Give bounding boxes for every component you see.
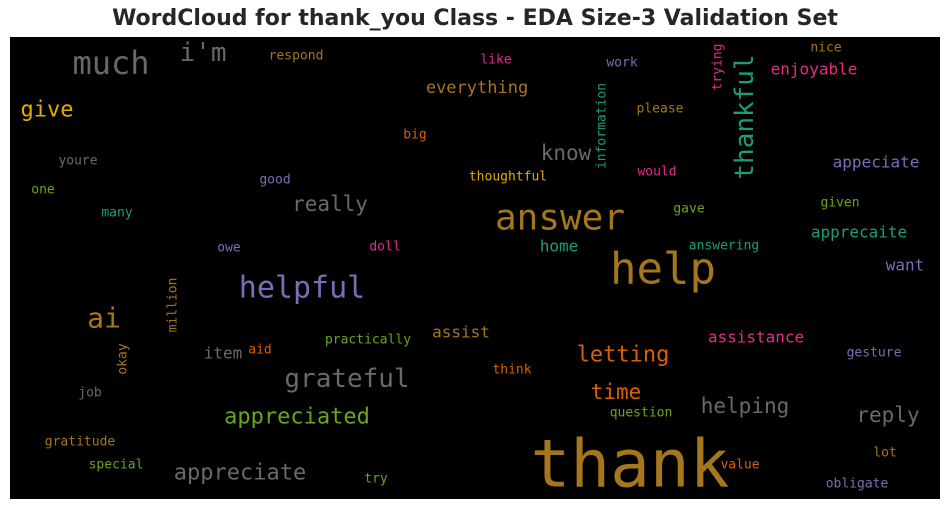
wordcloud: thank help answer much i'm thankful helpful gra… — [21, 38, 925, 500]
wordcloud-word-gave: gave — [673, 202, 704, 217]
wordcloud-word-good: good — [259, 173, 290, 188]
wordcloud-word-respond: respond — [269, 49, 324, 64]
wordcloud-word-give: give — [21, 98, 74, 123]
wordcloud-word-youre: youre — [58, 154, 97, 169]
wordcloud-word-special: special — [89, 458, 144, 473]
wordcloud-word-big: big — [403, 128, 426, 143]
wordcloud-word-letting: letting — [577, 343, 670, 368]
wordcloud-word-thoughtful: thoughtful — [469, 170, 547, 185]
wordcloud-word-question: question — [610, 406, 673, 421]
chart-title: WordCloud for thank_you Class - EDA Size… — [112, 6, 838, 31]
wordcloud-word-practically: practically — [325, 333, 411, 348]
wordcloud-word-owe: owe — [217, 241, 241, 256]
wordcloud-word-thankful: thankful — [730, 54, 760, 179]
wordcloud-word-reply: reply — [856, 403, 919, 427]
wordcloud-word-try: try — [364, 472, 388, 487]
wordcloud-word-appeciate: appeciate — [833, 153, 920, 172]
wordcloud-word-grateful: grateful — [284, 364, 409, 394]
wordcloud-word-ai: ai — [87, 302, 121, 335]
wordcloud-word-help: help — [610, 244, 716, 295]
wordcloud-word-million: million — [166, 278, 181, 333]
wordcloud-word-okay: okay — [116, 343, 131, 374]
wordcloud-word-doll: doll — [369, 240, 400, 255]
wordcloud-word-much: much — [72, 44, 149, 82]
wordcloud-word-item: item — [204, 344, 243, 363]
wordcloud-word-answer: answer — [495, 198, 625, 239]
wordcloud-word-want: want — [886, 256, 925, 275]
wordcloud-word-information: information — [595, 83, 610, 169]
wordcloud-word-helpful: helpful — [239, 271, 365, 306]
wordcloud-word-please: please — [637, 102, 684, 117]
wordcloud-word-gratitude: gratitude — [45, 435, 116, 450]
wordcloud-word-assist: assist — [432, 323, 490, 342]
wordcloud-word-one: one — [31, 183, 55, 198]
wordcloud-word-job: job — [78, 386, 102, 401]
wordcloud-word-work: work — [606, 56, 637, 71]
wordcloud-word-assistance: assistance — [708, 328, 804, 347]
wordcloud-panel: thank help answer much i'm thankful helpful gra… — [10, 37, 940, 499]
wordcloud-word-really: really — [292, 192, 368, 216]
wordcloud-word-think: think — [492, 363, 531, 378]
wordcloud-word-time: time — [591, 380, 642, 404]
wordcloud-word-obligate: obligate — [826, 477, 889, 492]
wordcloud-word-enjoyable: enjoyable — [771, 60, 858, 79]
wordcloud-word-appreciated: appreciated — [224, 405, 370, 430]
wordcloud-word-many: many — [101, 206, 132, 221]
wordcloud-word-aid: aid — [248, 343, 271, 358]
wordcloud-word-answering: answering — [689, 239, 759, 254]
wordcloud-word-lot: lot — [873, 446, 896, 461]
wordcloud-word-helping: helping — [701, 394, 790, 418]
wordcloud-word-given: given — [820, 196, 859, 211]
wordcloud-word-like: like — [480, 53, 511, 68]
wordcloud-word-everything: everything — [426, 78, 528, 98]
wordcloud-word-thank: thank — [531, 426, 730, 500]
wordcloud-word-trying: trying — [711, 44, 726, 91]
wordcloud-word-nice: nice — [810, 41, 841, 56]
wordcloud-word-gesture: gesture — [847, 346, 902, 361]
wordcloud-word-know: know — [541, 141, 592, 165]
wordcloud-word-would: would — [637, 165, 676, 180]
wordcloud-word-apprecaite: apprecaite — [811, 223, 907, 242]
wordcloud-word-appreciate: appreciate — [174, 461, 306, 486]
wordcloud-word-value: value — [720, 458, 759, 473]
wordcloud-word-home: home — [540, 237, 579, 256]
wordcloud-word-i-m: i'm — [180, 38, 227, 68]
